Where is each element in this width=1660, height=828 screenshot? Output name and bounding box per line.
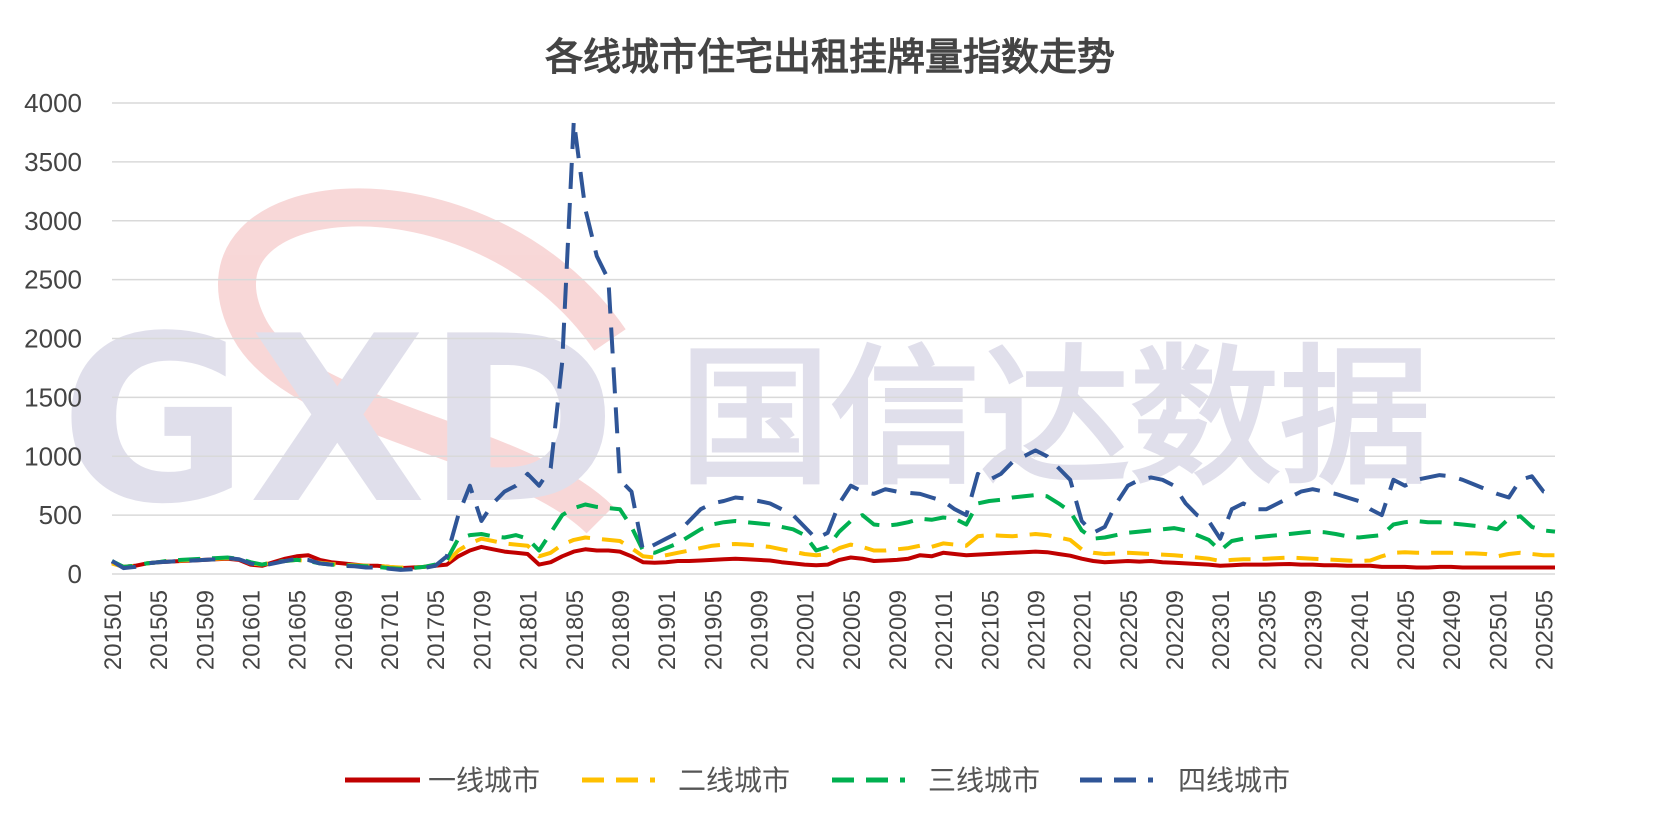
series-lines [110,118,1556,572]
legend: 一线城市 二线城市 三线城市 四线城市 [345,764,1290,797]
legend-item-tier1: 一线城市 [345,764,540,797]
x-tick-label: 201601 [239,590,266,670]
y-tick-label: 3500 [24,147,82,177]
x-tick-label: 202001 [793,590,820,670]
x-tick-label: 201801 [516,590,543,670]
x-tick-label: 202401 [1347,590,1374,670]
x-tick-label: 201809 [608,590,635,670]
x-tick-label: 201701 [377,590,404,670]
x-tick-label: 202305 [1254,590,1281,670]
x-tick-label: 201709 [469,590,496,670]
watermark-swoosh-shape [218,188,626,534]
x-tick-label: 201805 [562,590,589,670]
x-tick-label: 202109 [1024,590,1051,670]
y-tick-label: 500 [39,500,82,530]
x-tick-label: 202405 [1393,590,1420,670]
x-tick-label: 202301 [1208,590,1235,670]
y-tick-label: 2500 [24,265,82,295]
y-tick-label: 3000 [24,206,82,236]
y-tick-label: 4000 [24,88,82,118]
watermark-logo: GXD [60,288,617,555]
x-tick-label: 201905 [700,590,727,670]
x-tick-label: 202209 [1162,590,1189,670]
legend-label-tier1: 一线城市 [428,764,540,797]
y-tick-label: 2000 [24,324,82,354]
x-tick-label: 202205 [1116,590,1143,670]
x-tick-label: 201609 [331,590,358,670]
y-tick-label: 1000 [24,441,82,471]
legend-item-tier4: 四线城市 [1080,764,1290,797]
x-tick-label: 202009 [885,590,912,670]
y-tick-label: 0 [68,559,82,589]
chart-title: 各线城市住宅出租挂牌量指数走势 [545,35,1115,79]
legend-item-tier2: 二线城市 [582,764,790,797]
x-tick-label: 202101 [931,590,958,670]
x-tick-label: 202409 [1439,590,1466,670]
x-tick-label: 201909 [746,590,773,670]
x-tick-label: 201509 [192,590,219,670]
legend-label-tier2: 二线城市 [678,764,790,797]
x-tick-label: 202201 [1070,590,1097,670]
x-tick-label: 202309 [1301,590,1328,670]
watermark: GXD 国信达数据 [60,188,1430,555]
x-tick-label: 201505 [146,590,173,670]
x-tick-label: 201605 [285,590,312,670]
x-tick-label: 202005 [839,590,866,670]
x-axis: 201501 201505 201509 201601 201605 201609 2017… [100,590,1558,670]
legend-label-tier3: 三线城市 [928,764,1040,797]
x-tick-label: 201901 [654,590,681,670]
y-axis: 0 500 1000 1500 2000 2500 3000 3500 4000 [24,88,82,589]
x-tick-label: 202501 [1485,590,1512,670]
legend-label-tier4: 四线城市 [1178,764,1290,797]
legend-item-tier3: 三线城市 [832,764,1040,797]
x-tick-label: 201705 [423,590,450,670]
watermark-text: 国信达数据 [680,332,1430,506]
series-line-4 [110,118,1556,572]
y-tick-label: 1500 [24,382,82,412]
x-tick-label: 202105 [977,590,1004,670]
x-tick-label: 201501 [100,590,127,670]
x-tick-label: 202505 [1531,590,1558,670]
